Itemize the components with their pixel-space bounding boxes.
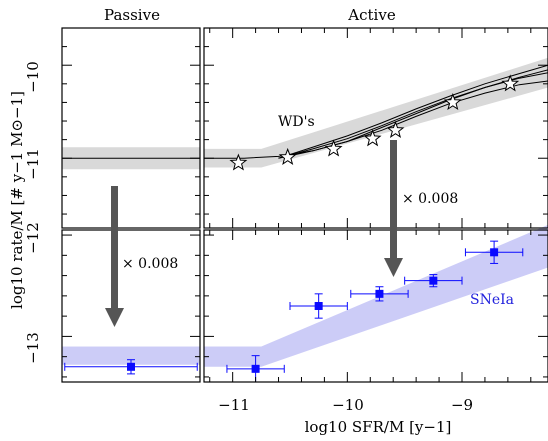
wd-star-point: [501, 74, 520, 92]
snia-data-point: [127, 362, 135, 371]
passive-header: Passive: [104, 6, 160, 24]
active-snia-band: [204, 224, 548, 367]
snia-data-point: [375, 289, 384, 298]
x-axis-label: log10 SFR/M [y−1]: [305, 418, 452, 436]
model-curve: [278, 64, 548, 159]
ticks-layer: [62, 27, 548, 382]
ytick-label: −13: [24, 332, 42, 364]
snia-data-point: [251, 364, 260, 373]
wd-star-point: [386, 120, 405, 138]
ytick-label: −12: [24, 222, 42, 254]
panel-frame-passive-bottom: [61, 229, 201, 383]
ytick-label: −10: [24, 61, 42, 93]
y-axis-label: log10 rate/M [# y−1 M⊙−1]: [8, 91, 26, 309]
panel-frame-passive-top: [61, 27, 201, 229]
xtick-label: −10: [332, 396, 364, 414]
wd-star-point: [443, 92, 462, 111]
wd-label: WD's: [278, 114, 315, 130]
snia-data-point: [429, 276, 438, 285]
arrow-passive: [105, 186, 124, 327]
xtick-label: −9: [451, 396, 473, 414]
snia-data-point: [490, 248, 499, 257]
ytick-label: −11: [24, 148, 42, 180]
frames-layer: [61, 27, 548, 383]
snia-data-point: [314, 302, 323, 310]
arrow-active: [384, 140, 403, 277]
factor-label-bottom: × 0.008: [122, 256, 178, 272]
bands-layer: [62, 57, 548, 367]
factor-label-top: × 0.008: [402, 191, 458, 207]
passive-snia-band: [62, 346, 200, 365]
wd-star-point: [278, 147, 297, 165]
panel-frame-active-bottom: [203, 229, 548, 383]
active-header: Active: [347, 6, 396, 24]
panel-frame-active-top: [203, 27, 548, 229]
wd-star-point: [324, 139, 343, 157]
active-wd-band: [204, 57, 548, 168]
snia-label: SNeIa: [470, 292, 514, 308]
xtick-label: −11: [218, 396, 250, 414]
wd-star-point: [229, 153, 248, 171]
points-layer: [64, 74, 524, 383]
wd-star-point: [363, 129, 382, 147]
